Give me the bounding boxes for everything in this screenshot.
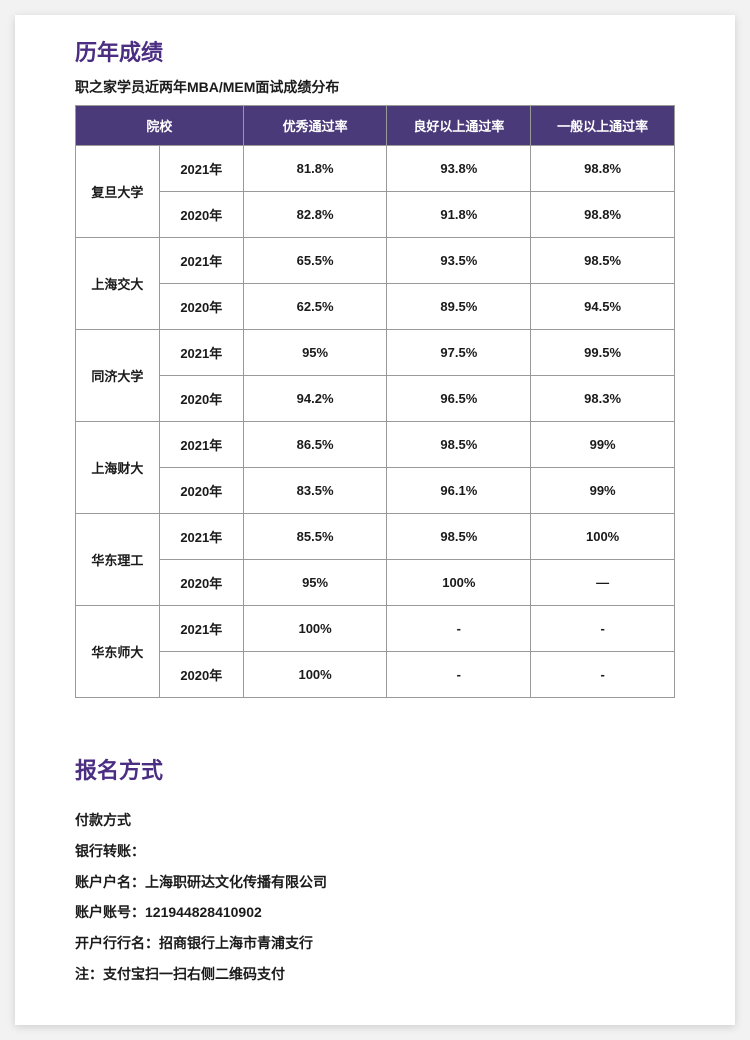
excellent-cell: 81.8%	[243, 146, 387, 192]
excellent-cell: 85.5%	[243, 514, 387, 560]
general-cell: —	[531, 560, 675, 606]
year-cell: 2020年	[159, 468, 243, 514]
info-note: 注：支付宝扫一扫右侧二维码支付	[75, 959, 675, 990]
good-cell: 89.5%	[387, 284, 531, 330]
school-name-cell: 华东师大	[76, 606, 160, 698]
table-row: 华东理工2021年85.5%98.5%100%	[76, 514, 675, 560]
year-cell: 2020年	[159, 652, 243, 698]
general-cell: 98.3%	[531, 376, 675, 422]
year-cell: 2020年	[159, 376, 243, 422]
school-name-cell: 上海财大	[76, 422, 160, 514]
excellent-cell: 100%	[243, 652, 387, 698]
table-row: 2020年83.5%96.1%99%	[76, 468, 675, 514]
col-excellent: 优秀通过率	[243, 106, 387, 146]
year-cell: 2021年	[159, 330, 243, 376]
year-cell: 2021年	[159, 422, 243, 468]
excellent-cell: 86.5%	[243, 422, 387, 468]
excellent-cell: 94.2%	[243, 376, 387, 422]
table-row: 2020年94.2%96.5%98.3%	[76, 376, 675, 422]
info-account-name: 账户户名：上海职研达文化传播有限公司	[75, 867, 675, 898]
general-cell: 99.5%	[531, 330, 675, 376]
good-cell: 93.5%	[387, 238, 531, 284]
section-title-results: 历年成绩	[75, 35, 675, 67]
excellent-cell: 100%	[243, 606, 387, 652]
good-cell: 100%	[387, 560, 531, 606]
general-cell: 94.5%	[531, 284, 675, 330]
excellent-cell: 82.8%	[243, 192, 387, 238]
excellent-cell: 95%	[243, 560, 387, 606]
general-cell: -	[531, 652, 675, 698]
info-payment-method: 付款方式	[75, 805, 675, 836]
year-cell: 2020年	[159, 284, 243, 330]
general-cell: 100%	[531, 514, 675, 560]
general-cell: 99%	[531, 422, 675, 468]
good-cell: 98.5%	[387, 422, 531, 468]
good-cell: 97.5%	[387, 330, 531, 376]
table-row: 2020年62.5%89.5%94.5%	[76, 284, 675, 330]
general-cell: 98.8%	[531, 146, 675, 192]
good-cell: 91.8%	[387, 192, 531, 238]
year-cell: 2021年	[159, 514, 243, 560]
col-school: 院校	[76, 106, 244, 146]
excellent-cell: 65.5%	[243, 238, 387, 284]
section-results: 历年成绩 职之家学员近两年MBA/MEM面试成绩分布 院校 优秀通过率 良好以上…	[75, 35, 675, 698]
year-cell: 2020年	[159, 192, 243, 238]
table-row: 复旦大学2021年81.8%93.8%98.8%	[76, 146, 675, 192]
excellent-cell: 83.5%	[243, 468, 387, 514]
good-cell: -	[387, 606, 531, 652]
year-cell: 2021年	[159, 238, 243, 284]
table-body: 复旦大学2021年81.8%93.8%98.8%2020年82.8%91.8%9…	[76, 146, 675, 698]
results-table: 院校 优秀通过率 良好以上通过率 一般以上通过率 复旦大学2021年81.8%9…	[75, 105, 675, 698]
year-cell: 2021年	[159, 606, 243, 652]
section-registration: 报名方式 付款方式 银行转账： 账户户名：上海职研达文化传播有限公司 账户账号：…	[75, 753, 675, 990]
col-good: 良好以上通过率	[387, 106, 531, 146]
good-cell: 96.5%	[387, 376, 531, 422]
col-general: 一般以上通过率	[531, 106, 675, 146]
general-cell: -	[531, 606, 675, 652]
general-cell: 98.8%	[531, 192, 675, 238]
table-row: 2020年95%100%—	[76, 560, 675, 606]
table-row: 上海财大2021年86.5%98.5%99%	[76, 422, 675, 468]
section-title-registration: 报名方式	[75, 753, 675, 785]
school-name-cell: 同济大学	[76, 330, 160, 422]
table-row: 上海交大2021年65.5%93.5%98.5%	[76, 238, 675, 284]
info-account-number: 账户账号：121944828410902	[75, 897, 675, 928]
results-subtitle: 职之家学员近两年MBA/MEM面试成绩分布	[75, 77, 675, 97]
good-cell: -	[387, 652, 531, 698]
general-cell: 98.5%	[531, 238, 675, 284]
info-bank-transfer: 银行转账：	[75, 836, 675, 867]
table-row: 同济大学2021年95%97.5%99.5%	[76, 330, 675, 376]
year-cell: 2021年	[159, 146, 243, 192]
excellent-cell: 62.5%	[243, 284, 387, 330]
table-row: 2020年100%--	[76, 652, 675, 698]
table-row: 华东师大2021年100%--	[76, 606, 675, 652]
info-bank-branch: 开户行行名：招商银行上海市青浦支行	[75, 928, 675, 959]
school-name-cell: 华东理工	[76, 514, 160, 606]
school-name-cell: 复旦大学	[76, 146, 160, 238]
year-cell: 2020年	[159, 560, 243, 606]
good-cell: 96.1%	[387, 468, 531, 514]
good-cell: 98.5%	[387, 514, 531, 560]
table-row: 2020年82.8%91.8%98.8%	[76, 192, 675, 238]
general-cell: 99%	[531, 468, 675, 514]
school-name-cell: 上海交大	[76, 238, 160, 330]
page-container: 历年成绩 职之家学员近两年MBA/MEM面试成绩分布 院校 优秀通过率 良好以上…	[15, 15, 735, 1025]
excellent-cell: 95%	[243, 330, 387, 376]
table-header-row: 院校 优秀通过率 良好以上通过率 一般以上通过率	[76, 106, 675, 146]
good-cell: 93.8%	[387, 146, 531, 192]
